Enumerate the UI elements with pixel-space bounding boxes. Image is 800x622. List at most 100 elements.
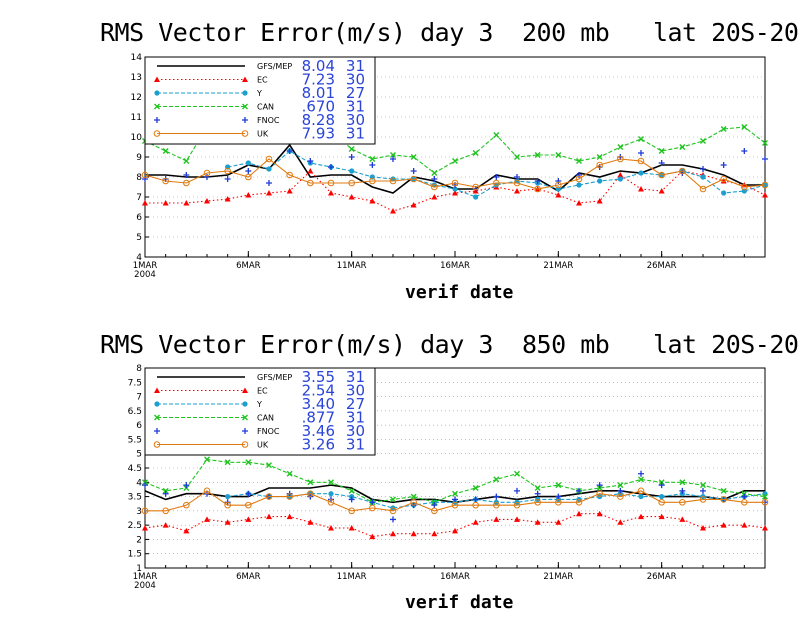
data-point bbox=[658, 171, 665, 179]
data-point bbox=[286, 513, 293, 520]
legend-mean: 2.54 bbox=[302, 382, 335, 400]
data-point bbox=[245, 168, 252, 174]
data-point bbox=[762, 140, 768, 146]
legend-count: 31 bbox=[346, 98, 365, 116]
legend-count: 27 bbox=[346, 84, 365, 102]
data-point bbox=[224, 501, 231, 509]
data-point bbox=[472, 183, 479, 191]
data-point bbox=[390, 496, 396, 503]
data-point bbox=[637, 157, 645, 165]
data-point bbox=[183, 482, 190, 489]
data-point bbox=[286, 470, 293, 477]
data-point bbox=[162, 507, 169, 515]
data-point bbox=[410, 154, 417, 160]
data-point bbox=[741, 183, 748, 191]
y-tick-label: 2.5 bbox=[128, 521, 142, 531]
data-point bbox=[451, 501, 459, 509]
data-point bbox=[452, 186, 458, 192]
data-point bbox=[555, 152, 562, 158]
data-point bbox=[452, 190, 458, 196]
data-point bbox=[741, 493, 748, 500]
data-point bbox=[699, 496, 707, 503]
data-point bbox=[575, 175, 583, 183]
data-point bbox=[162, 177, 169, 185]
data-point bbox=[514, 470, 520, 477]
legend-marker bbox=[242, 76, 248, 82]
x-tick-label: 21MAR bbox=[543, 261, 573, 271]
y-tick-label: 5.5 bbox=[128, 435, 142, 445]
data-point bbox=[369, 499, 376, 506]
data-point bbox=[700, 482, 706, 489]
x-tick-label: 26MAR bbox=[647, 572, 677, 582]
y-tick-label: 12 bbox=[131, 93, 142, 103]
data-point bbox=[369, 504, 376, 512]
data-point bbox=[410, 493, 417, 500]
data-point bbox=[369, 533, 376, 540]
data-point bbox=[245, 459, 252, 466]
data-point bbox=[659, 493, 665, 500]
legend-marker bbox=[154, 76, 160, 82]
data-point bbox=[699, 185, 707, 193]
data-point bbox=[348, 154, 355, 160]
data-point bbox=[203, 487, 211, 495]
data-point bbox=[307, 490, 314, 498]
y-tick-label: 7 bbox=[136, 393, 142, 403]
data-point bbox=[348, 487, 355, 494]
data-point bbox=[327, 498, 335, 506]
data-point bbox=[142, 482, 148, 489]
x-tick-label: 6MAR bbox=[236, 572, 261, 582]
data-point bbox=[762, 493, 768, 500]
data-point bbox=[307, 179, 314, 187]
data-point bbox=[390, 156, 396, 162]
data-point bbox=[245, 490, 252, 497]
legend-mean: 3.46 bbox=[302, 422, 335, 440]
data-point bbox=[534, 485, 541, 491]
data-point bbox=[224, 519, 231, 525]
data-point bbox=[514, 487, 520, 494]
data-point bbox=[245, 516, 252, 522]
data-point bbox=[638, 186, 644, 192]
data-point bbox=[617, 176, 623, 182]
data-point bbox=[575, 498, 583, 506]
x-axis-label-200mb: verif date bbox=[405, 282, 514, 303]
data-point bbox=[493, 476, 500, 483]
data-point bbox=[576, 487, 582, 494]
legend-count: 31 bbox=[346, 125, 365, 143]
data-point bbox=[390, 530, 396, 537]
legend-label: UK bbox=[257, 130, 269, 139]
legend-label: FNOC bbox=[257, 427, 280, 436]
data-point bbox=[204, 198, 210, 204]
y-tick-label: 4 bbox=[136, 478, 142, 488]
x-tick-label: 21MAR bbox=[543, 572, 573, 582]
data-point bbox=[679, 167, 686, 175]
data-point bbox=[245, 501, 252, 509]
data-point bbox=[162, 522, 169, 528]
data-point bbox=[473, 194, 479, 200]
data-point bbox=[617, 487, 624, 494]
data-point bbox=[431, 170, 438, 176]
data-point bbox=[452, 158, 458, 164]
data-point bbox=[679, 516, 686, 522]
x-axis-label-850mb: verif date bbox=[405, 592, 514, 613]
legend-label: EC bbox=[257, 76, 268, 85]
data-point bbox=[162, 490, 169, 497]
data-point bbox=[534, 490, 541, 497]
data-point bbox=[741, 124, 748, 130]
data-point bbox=[472, 496, 479, 503]
y-tick-label: 10 bbox=[131, 133, 143, 143]
data-point bbox=[597, 178, 603, 184]
data-point bbox=[204, 174, 210, 180]
data-point bbox=[700, 138, 706, 144]
legend-marker bbox=[241, 441, 249, 448]
data-point bbox=[741, 522, 748, 528]
data-point bbox=[431, 176, 438, 182]
data-point bbox=[617, 519, 624, 525]
x-tick-label: 11MAR bbox=[337, 261, 367, 271]
legend-marker bbox=[242, 414, 248, 421]
data-point bbox=[390, 176, 396, 182]
data-point bbox=[452, 490, 458, 497]
data-point bbox=[493, 132, 500, 138]
data-point bbox=[679, 144, 686, 150]
data-point bbox=[638, 513, 644, 520]
data-point bbox=[369, 162, 376, 168]
